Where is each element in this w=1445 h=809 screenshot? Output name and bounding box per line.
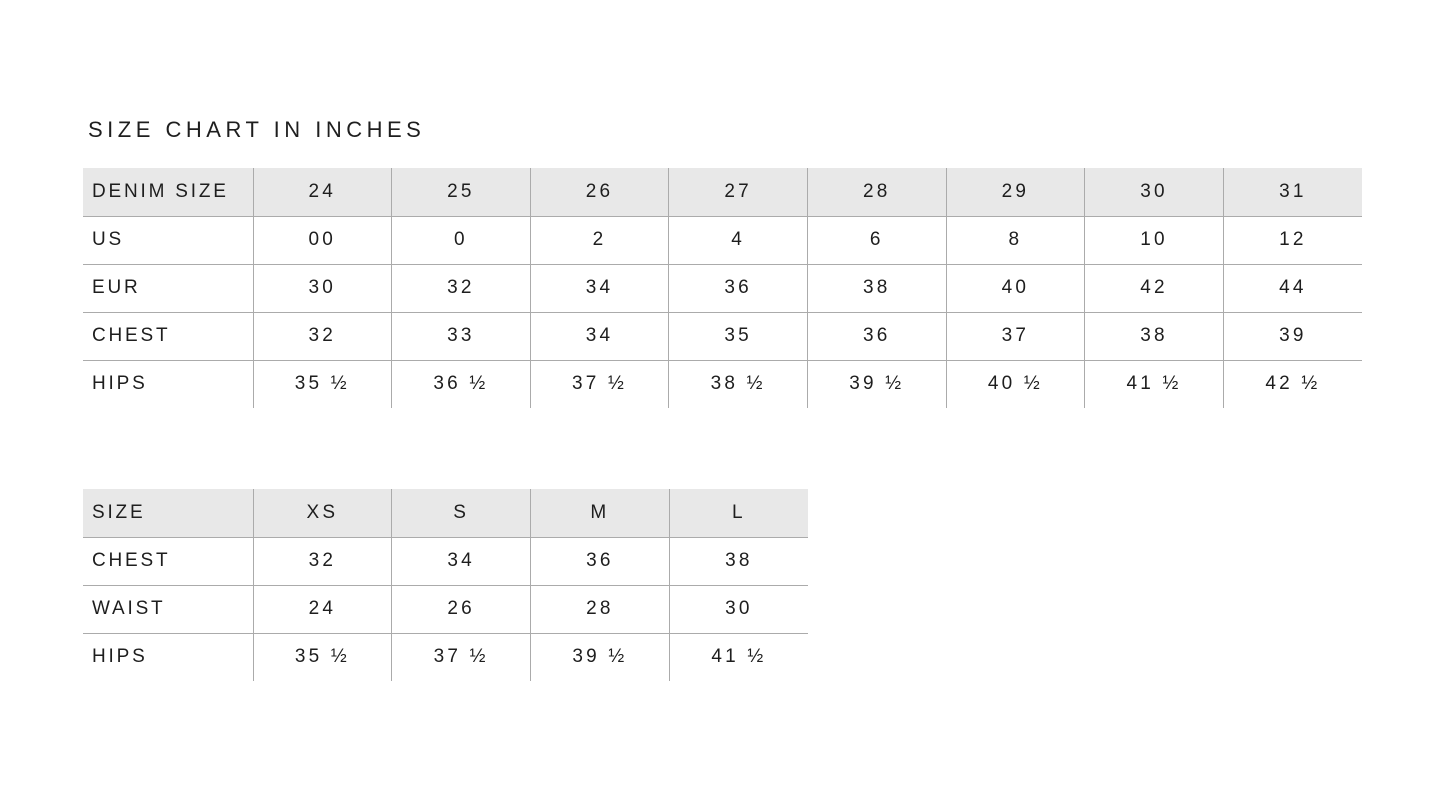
row-label-cell: HIPS (92, 373, 148, 395)
value-cell: 24 (252, 585, 392, 634)
header-value-cell: 30 (1084, 168, 1224, 217)
table-row: US 00 0 2 4 6 8 10 12 (83, 216, 1362, 265)
header-label-cell: SIZE (83, 489, 253, 538)
table-row: HIPS 35 ½ 37 ½ 39 ½ 41 ½ (83, 633, 808, 681)
header-value-cell: 26 (529, 168, 669, 217)
row-label-cell: WAIST (83, 585, 253, 634)
value-cell: 38 (668, 537, 808, 586)
page-title: SIZE CHART IN INCHES (88, 117, 426, 142)
value-cell: 4 (668, 216, 808, 265)
value-cell: 38 ½ (668, 360, 808, 408)
value-cell: 8 (945, 216, 1085, 265)
table-row: EUR 30 32 34 36 38 40 42 44 (83, 264, 1362, 313)
value-cell: 34 (529, 264, 669, 313)
value-cell: 39 ½ (807, 360, 947, 408)
header-value-cell: S (391, 489, 531, 538)
value-cell: 34 (529, 312, 669, 361)
row-label-cell: CHEST (83, 537, 253, 586)
value-cell: 30 (252, 264, 392, 313)
value-cell: 36 ½ (391, 360, 531, 408)
header-row: DENIM SIZE 24 25 26 27 28 29 30 31 (83, 168, 1362, 217)
value-cell: 44 (1222, 264, 1362, 313)
value-cell: 00 (252, 216, 392, 265)
apparel-size-table-container: SIZE XS S M L CHEST 32 34 36 38 WAIST 24 26 28 30 HIPS 3… (83, 489, 808, 681)
value-cell: 30 (668, 585, 808, 634)
header-value-cell: 25 (391, 168, 531, 217)
value-cell: 42 ½ (1222, 360, 1362, 408)
header-label-cell: DENIM SIZE (83, 168, 253, 217)
row-label-cell: US (83, 216, 253, 265)
header-value-cell: 29 (945, 168, 1085, 217)
value-cell: 38 (1084, 312, 1224, 361)
value-cell: 40 (945, 264, 1085, 313)
header-value-cell: 31 (1222, 168, 1362, 217)
value-cell: 36 (530, 537, 670, 586)
value-cell: 39 ½ (530, 633, 670, 681)
header-value-cell: 28 (807, 168, 947, 217)
value-cell: 37 ½ (529, 360, 669, 408)
value-cell: 35 ½ (252, 633, 392, 681)
value-cell: 32 (252, 537, 392, 586)
row-label-cell: EUR (83, 264, 253, 313)
row-label-cell: HIPS (92, 646, 148, 668)
value-cell: 37 ½ (391, 633, 531, 681)
value-cell: 39 (1222, 312, 1362, 361)
header-value-cell: 27 (668, 168, 808, 217)
value-cell: 6 (807, 216, 947, 265)
value-cell: 12 (1222, 216, 1362, 265)
value-cell: 32 (252, 312, 392, 361)
value-cell: 26 (391, 585, 531, 634)
value-cell: 32 (391, 264, 531, 313)
value-cell: 41 ½ (1084, 360, 1224, 408)
value-cell: 41 ½ (668, 633, 808, 681)
row-label-cell: CHEST (83, 312, 253, 361)
denim-size-chart: DENIM SIZE 24 25 26 27 28 29 30 31 US 00 0 2 4 6 8 10 12 E… (83, 168, 1362, 408)
denim-size-table-container: DENIM SIZE 24 25 26 27 28 29 30 31 US 00 0 2 4 6 8 10 12 E… (83, 168, 1362, 408)
header-value-cell: 24 (252, 168, 392, 217)
value-cell: 38 (807, 264, 947, 313)
table-row: CHEST 32 34 36 38 (83, 537, 808, 586)
value-cell: 36 (807, 312, 947, 361)
value-cell: 40 ½ (945, 360, 1085, 408)
value-cell: 34 (391, 537, 531, 586)
value-cell: 42 (1084, 264, 1224, 313)
value-cell: 37 (945, 312, 1085, 361)
value-cell: 35 ½ (252, 360, 392, 408)
header-value-cell: L (668, 489, 808, 538)
value-cell: 28 (530, 585, 670, 634)
header-value-cell: M (530, 489, 670, 538)
header-value-cell: XS (252, 489, 392, 538)
table-row: WAIST 24 26 28 30 (83, 585, 808, 634)
header-row: SIZE XS S M L (83, 489, 808, 538)
value-cell: 0 (391, 216, 531, 265)
value-cell: 33 (391, 312, 531, 361)
value-cell: 35 (668, 312, 808, 361)
value-cell: 10 (1084, 216, 1224, 265)
table-row: HIPS 35 ½ 36 ½ 37 ½ 38 ½ 39 ½ 40 ½ 41 ½ 42 ½ (83, 360, 1362, 408)
value-cell: 2 (529, 216, 669, 265)
table-row: CHEST 32 33 34 35 36 37 38 39 (83, 312, 1362, 361)
value-cell: 36 (668, 264, 808, 313)
apparel-size-chart: SIZE XS S M L CHEST 32 34 36 38 WAIST 24 26 28 30 HIPS 3… (83, 489, 808, 681)
